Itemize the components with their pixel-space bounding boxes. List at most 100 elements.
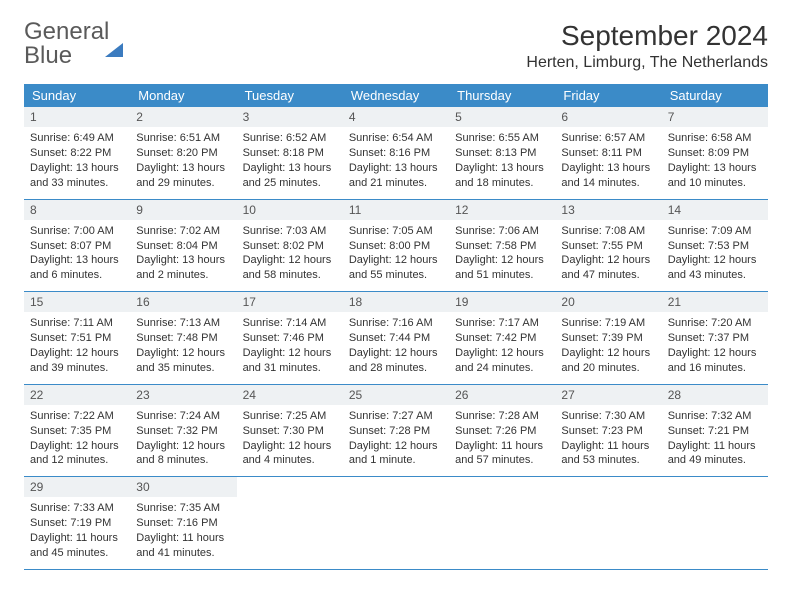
day-number: 11 xyxy=(343,200,449,220)
day-cell: 12Sunrise: 7:06 AMSunset: 7:58 PMDayligh… xyxy=(449,200,555,292)
day-cell: 4Sunrise: 6:54 AMSunset: 8:16 PMDaylight… xyxy=(343,107,449,199)
sunset-text: Sunset: 7:37 PM xyxy=(668,331,762,346)
sunset-text: Sunset: 7:51 PM xyxy=(30,331,124,346)
day-number: 4 xyxy=(343,107,449,127)
day-number: 18 xyxy=(343,292,449,312)
day-number: 28 xyxy=(662,385,768,405)
day-cell: 5Sunrise: 6:55 AMSunset: 8:13 PMDaylight… xyxy=(449,107,555,199)
sunrise-text: Sunrise: 7:11 AM xyxy=(30,316,124,331)
day-number: 13 xyxy=(555,200,661,220)
day-number: 9 xyxy=(130,200,236,220)
day-number: 24 xyxy=(237,385,343,405)
day-cell: 24Sunrise: 7:25 AMSunset: 7:30 PMDayligh… xyxy=(237,385,343,477)
day-number: 16 xyxy=(130,292,236,312)
dow-monday: Monday xyxy=(130,84,236,107)
day-number: 19 xyxy=(449,292,555,312)
sunset-text: Sunset: 8:20 PM xyxy=(136,146,230,161)
dow-wednesday: Wednesday xyxy=(343,84,449,107)
day-cell: 18Sunrise: 7:16 AMSunset: 7:44 PMDayligh… xyxy=(343,292,449,384)
daylight-text: Daylight: 12 hours and 16 minutes. xyxy=(668,346,762,376)
day-cell: 13Sunrise: 7:08 AMSunset: 7:55 PMDayligh… xyxy=(555,200,661,292)
daylight-text: Daylight: 13 hours and 10 minutes. xyxy=(668,161,762,191)
empty-cell xyxy=(555,477,661,569)
location: Herten, Limburg, The Netherlands xyxy=(526,54,768,72)
sunrise-text: Sunrise: 6:55 AM xyxy=(455,131,549,146)
sunrise-text: Sunrise: 7:13 AM xyxy=(136,316,230,331)
day-number: 15 xyxy=(24,292,130,312)
sunrise-text: Sunrise: 7:19 AM xyxy=(561,316,655,331)
day-number: 23 xyxy=(130,385,236,405)
day-cell: 30 Sunrise: 7:35 AMSunset: 7:16 PMDayligh… xyxy=(130,477,236,569)
sunrise-text: Sunrise: 6:54 AM xyxy=(349,131,443,146)
sunrise-text: Sunrise: 7:08 AM xyxy=(561,224,655,239)
daylight-text: Daylight: 13 hours and 6 minutes. xyxy=(30,253,124,283)
daylight-text: Daylight: 12 hours and 35 minutes. xyxy=(136,346,230,376)
sunrise-text: Sunrise: 7:09 AM xyxy=(668,224,762,239)
day-cell: 2 Sunrise: 6:51 AMSunset: 8:20 PMDaylight… xyxy=(130,107,236,199)
calendar: SundayMondayTuesdayWednesdayThursdayFrid… xyxy=(24,84,768,570)
daylight-text: Daylight: 12 hours and 58 minutes. xyxy=(243,253,337,283)
sunrise-text: Sunrise: 7:17 AM xyxy=(455,316,549,331)
day-number: 6 xyxy=(555,107,661,127)
sunrise-text: Sunrise: 7:33 AM xyxy=(30,501,124,516)
sunset-text: Sunset: 7:19 PM xyxy=(30,516,124,531)
sunrise-text: Sunrise: 7:00 AM xyxy=(30,224,124,239)
day-number: 7 xyxy=(662,107,768,127)
title-block: September 2024 Herten, Limburg, The Neth… xyxy=(526,20,768,72)
day-number: 8 xyxy=(24,200,130,220)
sunset-text: Sunset: 7:23 PM xyxy=(561,424,655,439)
logo-text: General Blue xyxy=(24,20,123,68)
daylight-text: Daylight: 11 hours and 41 minutes. xyxy=(136,531,230,561)
sunrise-text: Sunrise: 7:35 AM xyxy=(136,501,230,516)
week-row: 22Sunrise: 7:22 AMSunset: 7:35 PMDayligh… xyxy=(24,385,768,478)
daylight-text: Daylight: 13 hours and 14 minutes. xyxy=(561,161,655,191)
sunset-text: Sunset: 7:16 PM xyxy=(136,516,230,531)
day-cell: 26Sunrise: 7:28 AMSunset: 7:26 PMDayligh… xyxy=(449,385,555,477)
sunrise-text: Sunrise: 7:02 AM xyxy=(136,224,230,239)
daylight-text: Daylight: 12 hours and 12 minutes. xyxy=(30,439,124,469)
daylight-text: Daylight: 12 hours and 43 minutes. xyxy=(668,253,762,283)
day-cell: 19Sunrise: 7:17 AMSunset: 7:42 PMDayligh… xyxy=(449,292,555,384)
sunrise-text: Sunrise: 7:25 AM xyxy=(243,409,337,424)
sunrise-text: Sunrise: 6:51 AM xyxy=(136,131,230,146)
day-cell: 28Sunrise: 7:32 AMSunset: 7:21 PMDayligh… xyxy=(662,385,768,477)
daylight-text: Daylight: 12 hours and 28 minutes. xyxy=(349,346,443,376)
daylight-text: Daylight: 12 hours and 1 minute. xyxy=(349,439,443,469)
day-cell: 3Sunrise: 6:52 AMSunset: 8:18 PMDaylight… xyxy=(237,107,343,199)
sunset-text: Sunset: 7:44 PM xyxy=(349,331,443,346)
sunset-text: Sunset: 8:04 PM xyxy=(136,239,230,254)
daylight-text: Daylight: 13 hours and 21 minutes. xyxy=(349,161,443,191)
day-number: 30 xyxy=(130,477,236,497)
day-number: 20 xyxy=(555,292,661,312)
daylight-text: Daylight: 13 hours and 18 minutes. xyxy=(455,161,549,191)
day-number: 25 xyxy=(343,385,449,405)
sunset-text: Sunset: 7:58 PM xyxy=(455,239,549,254)
day-cell: 14Sunrise: 7:09 AMSunset: 7:53 PMDayligh… xyxy=(662,200,768,292)
daylight-text: Daylight: 13 hours and 33 minutes. xyxy=(30,161,124,191)
day-number: 27 xyxy=(555,385,661,405)
daylight-text: Daylight: 11 hours and 53 minutes. xyxy=(561,439,655,469)
day-number: 2 xyxy=(130,107,236,127)
dow-friday: Friday xyxy=(555,84,661,107)
dow-sunday: Sunday xyxy=(24,84,130,107)
sunrise-text: Sunrise: 6:57 AM xyxy=(561,131,655,146)
sunrise-text: Sunrise: 7:27 AM xyxy=(349,409,443,424)
daylight-text: Daylight: 13 hours and 29 minutes. xyxy=(136,161,230,191)
sunset-text: Sunset: 7:46 PM xyxy=(243,331,337,346)
sunrise-text: Sunrise: 7:24 AM xyxy=(136,409,230,424)
day-cell: 20Sunrise: 7:19 AMSunset: 7:39 PMDayligh… xyxy=(555,292,661,384)
daylight-text: Daylight: 12 hours and 8 minutes. xyxy=(136,439,230,469)
day-cell: 9Sunrise: 7:02 AMSunset: 8:04 PMDaylight… xyxy=(130,200,236,292)
sunrise-text: Sunrise: 7:30 AM xyxy=(561,409,655,424)
sunrise-text: Sunrise: 6:58 AM xyxy=(668,131,762,146)
daylight-text: Daylight: 11 hours and 45 minutes. xyxy=(30,531,124,561)
sunrise-text: Sunrise: 7:22 AM xyxy=(30,409,124,424)
day-number: 22 xyxy=(24,385,130,405)
logo-text-general: General xyxy=(24,18,109,45)
sunset-text: Sunset: 7:55 PM xyxy=(561,239,655,254)
empty-cell xyxy=(449,477,555,569)
day-cell: 22Sunrise: 7:22 AMSunset: 7:35 PMDayligh… xyxy=(24,385,130,477)
sunset-text: Sunset: 7:48 PM xyxy=(136,331,230,346)
day-number: 21 xyxy=(662,292,768,312)
week-row: 29Sunrise: 7:33 AMSunset: 7:19 PMDayligh… xyxy=(24,477,768,570)
